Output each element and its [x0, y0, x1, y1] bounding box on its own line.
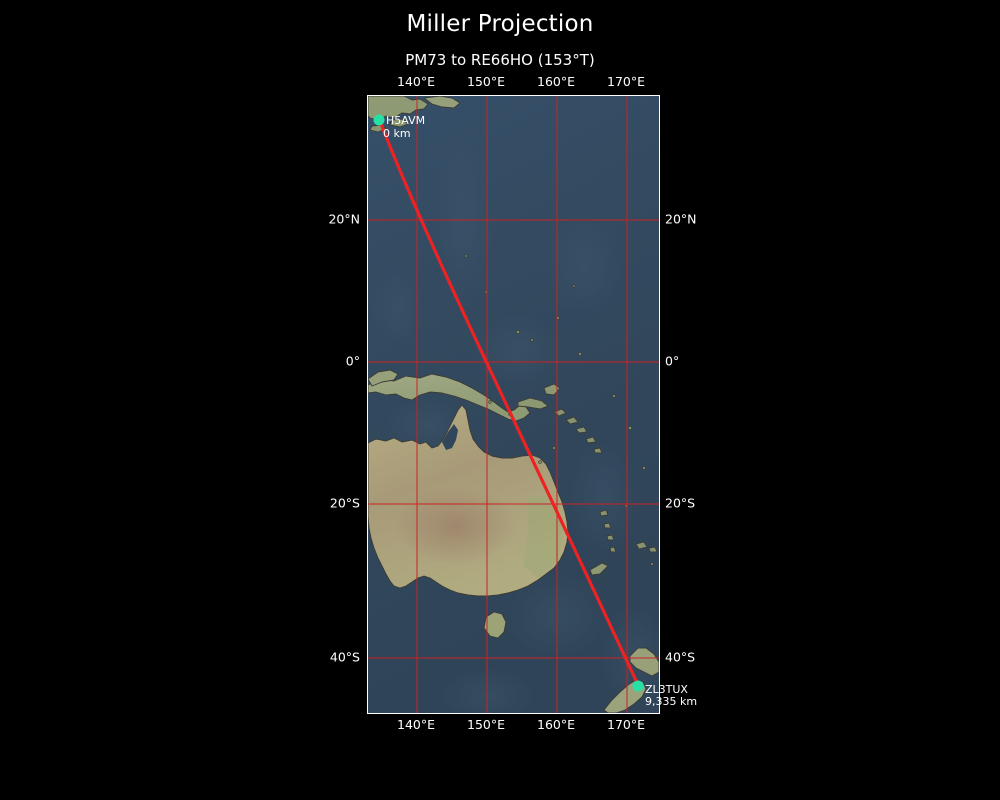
land-tasmania	[483, 611, 507, 639]
lon-tick-top-140: 140°E	[396, 74, 436, 89]
graticule	[368, 96, 659, 713]
lon-tick-bottom-150: 150°E	[466, 717, 506, 732]
lat-tick-right-0: 0°	[665, 353, 680, 369]
lat-tick-left-20s: 20°S	[329, 495, 360, 511]
lon-tick-bottom-170: 170°E	[606, 717, 646, 732]
lat-tick-left-20n: 20°N	[328, 211, 360, 227]
marker-start-dot[interactable]	[373, 114, 385, 126]
map-canvas[interactable]	[367, 95, 660, 714]
lat-tick-right-40s: 40°S	[665, 649, 696, 665]
page-subtitle: PM73 to RE66HO (153°T)	[405, 51, 595, 69]
land-new-guinea	[368, 373, 531, 422]
marker-end-distance: 9,335 km	[645, 695, 698, 708]
map-graphics	[368, 96, 659, 713]
great-circle-path	[378, 119, 641, 689]
marker-end-callsign: ZL3TUX	[645, 683, 688, 696]
map-clip-region	[368, 96, 659, 713]
page-title: Miller Projection	[406, 11, 594, 37]
lat-tick-left-40s: 40°S	[329, 649, 360, 665]
lon-tick-top-150: 150°E	[466, 74, 506, 89]
lon-tick-bottom-160: 160°E	[536, 717, 576, 732]
land-nz-north	[629, 647, 659, 677]
lon-tick-bottom-140: 140°E	[396, 717, 436, 732]
marker-end-dot[interactable]	[632, 680, 644, 692]
lat-tick-left-0: 0°	[345, 353, 360, 369]
lat-tick-right-20s: 20°S	[665, 495, 696, 511]
marker-start-distance: 0 km	[383, 127, 411, 140]
land-japan	[368, 96, 429, 121]
lon-tick-top-170: 170°E	[606, 74, 646, 89]
lat-tick-right-20n: 20°N	[665, 211, 697, 227]
marker-start-callsign: H5AVM	[386, 114, 426, 127]
lon-tick-top-160: 160°E	[536, 74, 576, 89]
